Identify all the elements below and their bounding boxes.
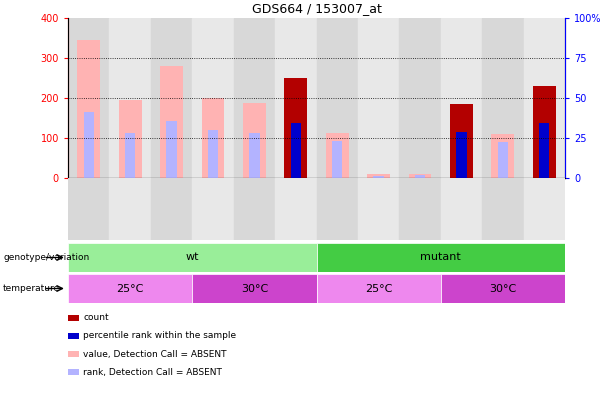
Bar	[68, 243, 316, 272]
Text: rank, Detection Call = ABSENT: rank, Detection Call = ABSENT	[83, 367, 222, 377]
Text: 30°C: 30°C	[241, 284, 268, 294]
Bar	[441, 18, 482, 178]
Bar	[498, 142, 508, 178]
Bar	[524, 178, 565, 240]
Bar	[415, 175, 425, 178]
Text: value, Detection Call = ABSENT: value, Detection Call = ABSENT	[83, 350, 227, 358]
Text: percentile rank within the sample: percentile rank within the sample	[83, 332, 237, 341]
Bar	[284, 78, 307, 178]
Bar	[275, 178, 316, 240]
Bar	[316, 243, 565, 272]
Bar	[125, 133, 135, 178]
Text: genotype/variation: genotype/variation	[3, 253, 89, 262]
Bar	[234, 178, 275, 240]
Bar	[441, 274, 565, 303]
Bar	[492, 134, 514, 178]
Bar	[539, 123, 549, 178]
Bar	[482, 18, 524, 178]
Bar	[456, 132, 466, 178]
Bar	[151, 18, 192, 178]
Bar	[409, 174, 432, 178]
Bar	[450, 104, 473, 178]
Bar	[367, 174, 390, 178]
Bar	[316, 178, 358, 240]
Bar	[166, 121, 177, 178]
Bar	[441, 178, 482, 240]
Title: GDS664 / 153007_at: GDS664 / 153007_at	[251, 2, 381, 15]
Bar	[109, 178, 151, 240]
Bar	[524, 18, 565, 178]
Bar	[332, 141, 342, 178]
Bar	[192, 274, 316, 303]
Bar	[291, 123, 301, 178]
Bar	[249, 133, 259, 178]
Text: count: count	[83, 313, 109, 322]
Bar	[192, 18, 234, 178]
Bar	[533, 86, 555, 178]
Bar	[208, 130, 218, 178]
Bar	[192, 178, 234, 240]
Bar	[151, 178, 192, 240]
Bar	[83, 112, 94, 178]
Text: temperature: temperature	[3, 284, 60, 293]
Bar	[316, 274, 441, 303]
Bar	[160, 66, 183, 178]
Bar	[243, 103, 266, 178]
Bar	[275, 18, 316, 178]
Bar	[119, 100, 142, 178]
Bar	[358, 178, 399, 240]
Text: 25°C: 25°C	[116, 284, 144, 294]
Bar	[399, 178, 441, 240]
Bar	[482, 178, 524, 240]
Text: 25°C: 25°C	[365, 284, 392, 294]
Text: wt: wt	[186, 252, 199, 262]
Text: 30°C: 30°C	[489, 284, 517, 294]
Bar	[234, 18, 275, 178]
Text: mutant: mutant	[421, 252, 461, 262]
Bar	[202, 98, 224, 178]
Bar	[68, 274, 192, 303]
Bar	[68, 178, 109, 240]
Bar	[326, 133, 349, 178]
Bar	[358, 18, 399, 178]
Bar	[373, 176, 384, 178]
Bar	[68, 18, 109, 178]
Bar	[399, 18, 441, 178]
Bar	[316, 18, 358, 178]
Bar	[109, 18, 151, 178]
Bar	[77, 40, 100, 178]
